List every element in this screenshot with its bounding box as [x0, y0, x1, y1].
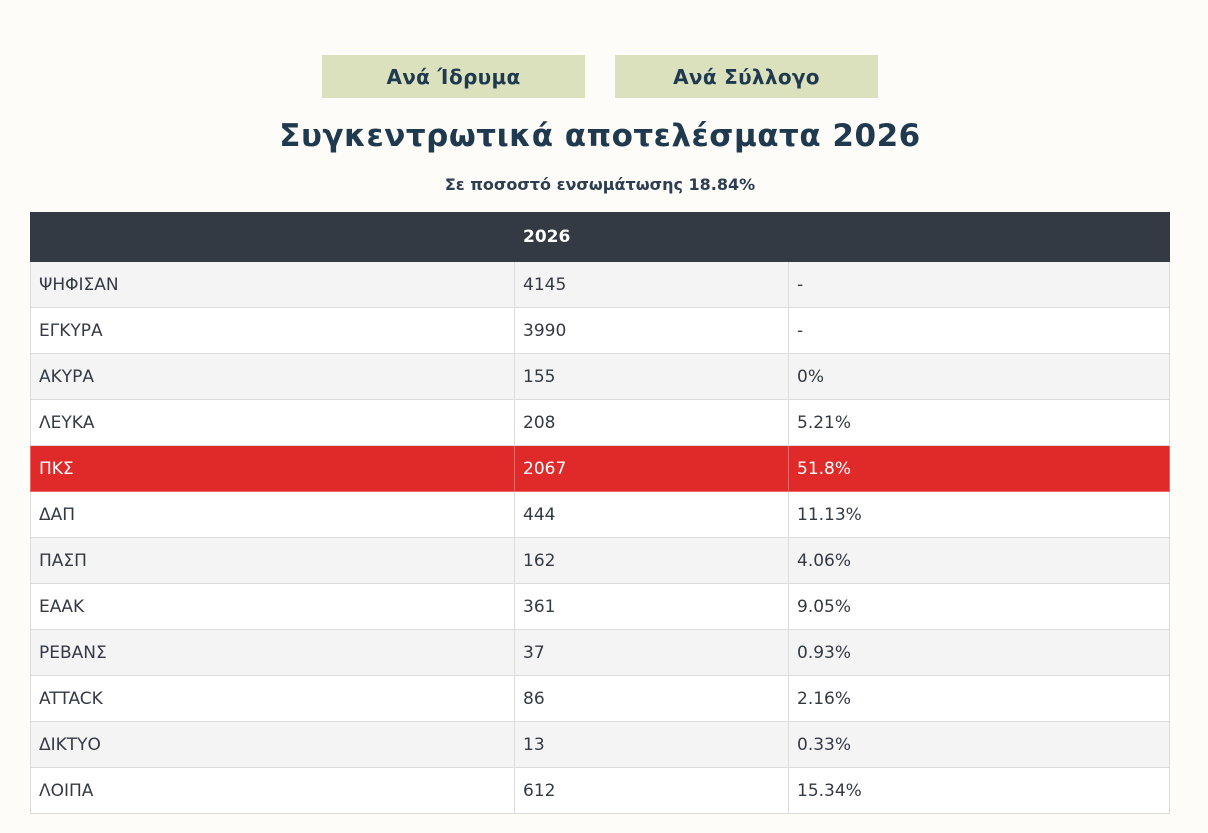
row-votes: 2067	[514, 445, 789, 492]
row-percent: 4.06%	[788, 537, 1170, 584]
row-label: ΠΑΣΠ	[30, 537, 515, 584]
row-label: ΨΗΦΙΣΑΝ	[30, 261, 515, 308]
row-label: ATTACK	[30, 675, 515, 722]
table-header-row: 2026	[30, 212, 1170, 262]
row-label: ΑΚΥΡΑ	[30, 353, 515, 400]
header-percent	[788, 212, 1170, 262]
row-percent: 15.34%	[788, 767, 1170, 814]
tab-by-association[interactable]: Ανά Σύλλογο	[615, 55, 878, 98]
row-label: ΠΚΣ	[30, 445, 515, 492]
row-label: ΡΕΒΑΝΣ	[30, 629, 515, 676]
row-percent: 0%	[788, 353, 1170, 400]
row-votes: 4145	[514, 261, 789, 308]
row-votes: 3990	[514, 307, 789, 354]
header-label	[30, 212, 515, 262]
row-percent: 51.8%	[788, 445, 1170, 492]
row-label: ΛΟΙΠΑ	[30, 767, 515, 814]
table-row: ΔΙΚΤΥΟ 13 0.33%	[30, 721, 1170, 768]
table-row: ΕΑΑΚ 361 9.05%	[30, 583, 1170, 630]
row-label: ΔΙΚΤΥΟ	[30, 721, 515, 768]
table-row: ΛΟΙΠΑ 612 15.34%	[30, 767, 1170, 814]
page-title: Συγκεντρωτικά αποτελέσματα 2026	[279, 118, 921, 154]
table-row: ΔΑΠ 444 11.13%	[30, 491, 1170, 538]
results-table-body: ΨΗΦΙΣΑΝ 4145- ΕΓΚΥΡΑ 3990- ΑΚΥΡΑ 155 0% ΛΕΥΚΑ 20…	[30, 261, 1170, 814]
table-row: ΨΗΦΙΣΑΝ 4145-	[30, 261, 1170, 308]
tab-bar: Ανά Ίδρυμα Ανά Σύλλογο	[0, 55, 1208, 99]
row-votes: 444	[514, 491, 789, 538]
table-row: ATTACK 86 2.16%	[30, 675, 1170, 722]
table-row: ΛΕΥΚΑ 208 5.21%	[30, 399, 1170, 446]
row-percent: -	[788, 307, 1170, 354]
results-table: 2026 ΨΗΦΙΣΑΝ 4145- ΕΓΚΥΡΑ 3990- ΑΚΥΡΑ 155 0% ΛΕ…	[30, 212, 1170, 814]
row-percent: 9.05%	[788, 583, 1170, 630]
row-label: ΕΑΑΚ	[30, 583, 515, 630]
page-subtitle: Σε ποσοστό ενσωμάτωσης 18.84%	[444, 175, 756, 194]
row-label: ΛΕΥΚΑ	[30, 399, 515, 446]
row-percent: -	[788, 261, 1170, 308]
table-row: ΠΚΣ 2067 51.8%	[30, 445, 1170, 492]
row-votes: 86	[514, 675, 789, 722]
tab-by-institution[interactable]: Ανά Ίδρυμα	[322, 55, 585, 98]
row-label: ΔΑΠ	[30, 491, 515, 538]
row-label: ΕΓΚΥΡΑ	[30, 307, 515, 354]
row-votes: 208	[514, 399, 789, 446]
row-percent: 2.16%	[788, 675, 1170, 722]
row-votes: 155	[514, 353, 789, 400]
row-votes: 162	[514, 537, 789, 584]
table-row: ΡΕΒΑΝΣ 37 0.93%	[30, 629, 1170, 676]
table-row: ΕΓΚΥΡΑ 3990-	[30, 307, 1170, 354]
table-row: ΠΑΣΠ 162 4.06%	[30, 537, 1170, 584]
row-votes: 361	[514, 583, 789, 630]
row-percent: 11.13%	[788, 491, 1170, 538]
row-votes: 612	[514, 767, 789, 814]
row-percent: 0.33%	[788, 721, 1170, 768]
row-votes: 37	[514, 629, 789, 676]
header-year: 2026	[514, 212, 789, 262]
table-row: ΑΚΥΡΑ 155 0%	[30, 353, 1170, 400]
row-votes: 13	[514, 721, 789, 768]
row-percent: 0.93%	[788, 629, 1170, 676]
row-percent: 5.21%	[788, 399, 1170, 446]
